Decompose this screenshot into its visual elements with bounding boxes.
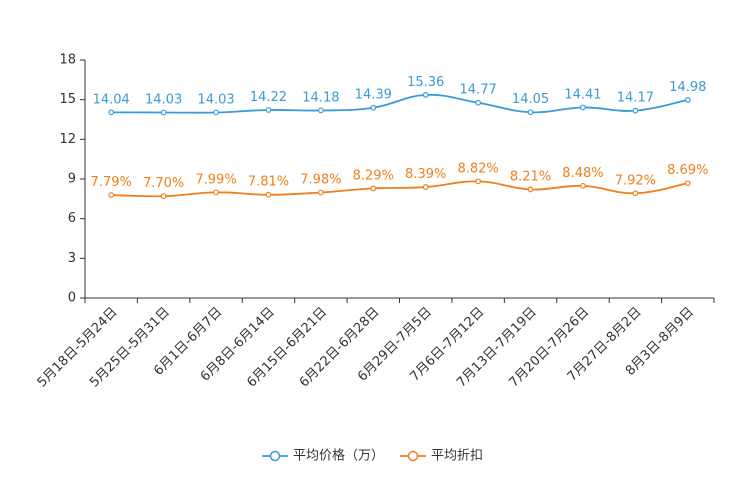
- data-label: 8.82%: [457, 161, 498, 176]
- data-point[interactable]: [580, 182, 586, 189]
- data-label: 7.79%: [91, 175, 132, 190]
- data-point[interactable]: [160, 193, 167, 200]
- series-line: [111, 93, 688, 114]
- data-label: 8.69%: [667, 163, 708, 178]
- data-label: 14.18: [302, 91, 339, 106]
- data-point[interactable]: [317, 107, 324, 114]
- data-label: 7.92%: [615, 173, 656, 188]
- data-point[interactable]: [160, 109, 167, 116]
- y-tick-label: 12: [59, 132, 76, 147]
- data-point[interactable]: [684, 180, 691, 186]
- legend-item[interactable]: 平均价格（万）: [262, 448, 384, 464]
- data-label: 14.03: [145, 92, 182, 107]
- data-label: 15.36: [407, 75, 444, 90]
- data-point[interactable]: [265, 191, 272, 198]
- data-label: 7.98%: [300, 172, 341, 187]
- legend-marker-icon: [269, 450, 281, 462]
- data-label: 7.70%: [143, 176, 184, 191]
- data-point[interactable]: [580, 104, 586, 111]
- data-point[interactable]: [317, 189, 324, 196]
- data-point[interactable]: [527, 109, 534, 116]
- data-label: 14.77: [460, 83, 497, 98]
- data-label: 14.39: [355, 88, 392, 103]
- data-label: 7.81%: [248, 175, 289, 190]
- data-label: 7.99%: [195, 172, 236, 187]
- data-point[interactable]: [422, 92, 429, 98]
- data-point[interactable]: [213, 189, 219, 196]
- data-label: 8.29%: [353, 168, 394, 183]
- legend-item[interactable]: 平均折扣: [400, 449, 483, 464]
- data-point[interactable]: [475, 178, 482, 185]
- data-label: 8.48%: [562, 166, 603, 181]
- data-label: 8.39%: [405, 167, 446, 182]
- data-point[interactable]: [422, 184, 429, 190]
- legend-label: 平均价格（万）: [293, 448, 384, 464]
- data-label: 14.05: [512, 92, 549, 107]
- data-label: 8.21%: [510, 169, 551, 184]
- y-tick-label: 0: [68, 291, 76, 306]
- y-tick-label: 3: [68, 251, 76, 266]
- data-point[interactable]: [265, 107, 272, 113]
- data-point[interactable]: [632, 190, 639, 197]
- data-point[interactable]: [632, 107, 639, 114]
- data-label: 14.17: [617, 91, 654, 106]
- data-point[interactable]: [527, 186, 534, 193]
- data-label: 14.98: [669, 80, 706, 95]
- legend[interactable]: 平均价格（万） 平均折扣: [262, 448, 483, 464]
- data-point[interactable]: [370, 185, 377, 192]
- legend-label: 平均折扣: [431, 449, 483, 464]
- data-point[interactable]: [475, 99, 482, 106]
- y-tick-label: 15: [59, 92, 76, 107]
- series-line: [111, 180, 688, 198]
- data-point[interactable]: [108, 109, 115, 116]
- y-tick-label: 9: [68, 172, 76, 187]
- series-layer: 14.04 14.03 14.03 14.22 14.18 14.39 15.36 14.77…: [91, 75, 708, 200]
- data-label: 14.04: [93, 92, 130, 107]
- data-label: 14.41: [564, 87, 601, 102]
- data-point[interactable]: [684, 97, 691, 103]
- data-point[interactable]: [213, 109, 219, 116]
- data-label: 14.22: [250, 90, 287, 105]
- data-label: 14.03: [197, 92, 234, 107]
- axes: 03691215185月18日-5月24日5月25日-5月31日6月1日-6月7…: [35, 53, 715, 390]
- data-point[interactable]: [108, 192, 115, 198]
- data-point[interactable]: [370, 104, 377, 111]
- series-0: 14.04 14.03 14.03 14.22 14.18 14.39 15.36 14.77…: [93, 75, 706, 116]
- y-tick-label: 18: [59, 53, 76, 68]
- legend-marker-icon: [407, 450, 419, 462]
- series-1: 7.79% 7.70% 7.99% 7.81% 7.98% 8.29% 8.39% 8.82%…: [91, 161, 708, 200]
- y-tick-label: 6: [68, 211, 76, 226]
